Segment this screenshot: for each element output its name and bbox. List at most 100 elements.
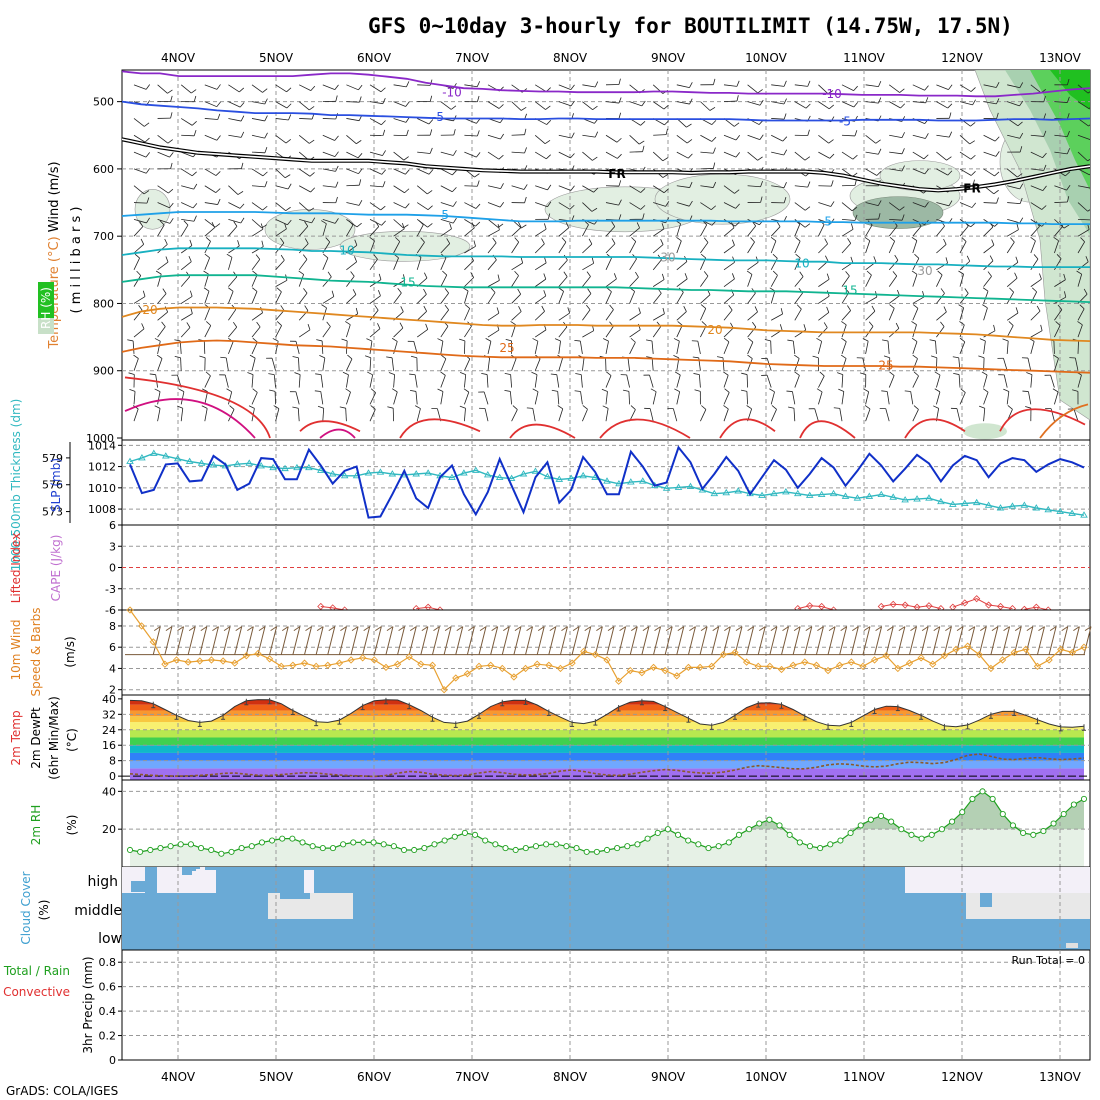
rh-point (147, 846, 154, 854)
wind-barb-flag (823, 322, 828, 328)
thickness-point (1008, 502, 1017, 509)
wind-barb-flag (341, 338, 348, 342)
wind-barb-flag (964, 288, 969, 294)
wind-barb-flag (327, 271, 332, 278)
wind-barb-flag (1010, 237, 1015, 243)
wind-barb-flag (899, 206, 905, 211)
wind-barb-flag (499, 201, 505, 208)
wind-barb-flag (1003, 626, 1010, 632)
date-label-bottom: 5NOV (259, 1070, 294, 1084)
wind-barb-flag (450, 105, 457, 110)
rh-point (279, 835, 286, 842)
wind-barb-flag (547, 213, 551, 220)
slp-tick-label: 1014 (88, 439, 116, 452)
wind-barb (771, 313, 783, 321)
wind-barb (275, 118, 289, 121)
wind-barb (1002, 626, 1011, 655)
rh-point (461, 829, 468, 837)
wind-barb (1077, 101, 1090, 110)
wind-barb-flag (192, 203, 198, 209)
wind-barb (487, 151, 500, 160)
wind-barb (839, 408, 843, 422)
wind-barb (322, 357, 326, 371)
rh-point (614, 845, 621, 852)
rh-2m-title: 2m RH (29, 805, 43, 846)
wind-barb-flag (500, 183, 504, 189)
wind-barb-flag (692, 356, 699, 359)
wind-barb-flag (877, 200, 882, 206)
thickness-point (531, 467, 540, 474)
wind-speed-point (521, 664, 530, 673)
thickness-point (1068, 509, 1076, 516)
wind-barb-flag (161, 321, 166, 327)
wind-barb-flag (139, 221, 144, 227)
wind-barb-flag (404, 188, 410, 194)
wind-barb-flag (359, 96, 362, 103)
wind-barb (746, 626, 755, 655)
wind-barb (204, 134, 217, 141)
wind-barb-flag (853, 102, 858, 108)
wind-barb (534, 391, 539, 405)
wind-barb-flag (723, 405, 729, 410)
wind-barb-flag (154, 338, 161, 342)
wind-barb (440, 257, 447, 270)
thickness-point (782, 488, 790, 495)
wind-barb (558, 291, 564, 304)
wind-barb (885, 626, 894, 655)
wind-barb (841, 228, 854, 237)
wind-barb-flag (770, 626, 778, 632)
wind-barb-flag (146, 197, 150, 204)
wind-barb-flag (237, 240, 240, 247)
wind-barb-flag (952, 356, 959, 359)
wind-barb (487, 280, 500, 287)
wind-barb-flag (191, 89, 197, 94)
wind-barb (771, 84, 785, 87)
thickness-point (972, 498, 981, 506)
wind-barb (558, 340, 561, 354)
lifted-index-line (416, 606, 441, 611)
wind-barb (723, 202, 736, 209)
wind-barb (889, 218, 903, 221)
wind-barb (818, 341, 823, 355)
wind-barb-flag (866, 270, 872, 276)
wind-barb-flag (799, 271, 804, 277)
thickness-point (996, 504, 1005, 511)
wind-barb-flag (1043, 164, 1047, 171)
wind-barb (322, 185, 336, 188)
wind-barb (936, 311, 947, 321)
wind-barb-flag (345, 321, 351, 326)
wind-barb (133, 151, 147, 158)
wind-barb (629, 312, 641, 321)
wind-barb-flag (759, 134, 764, 140)
wind-barb (417, 84, 431, 86)
wind-speed-point (207, 656, 216, 664)
wind-barb-flag (948, 131, 953, 138)
rh-shade-patch (134, 188, 171, 230)
wind-speed-point (498, 664, 506, 673)
temp-tick-label: 16 (102, 739, 116, 752)
wind-barb (157, 261, 169, 271)
wind-barb (298, 374, 301, 388)
rh-area-fill (130, 791, 1084, 867)
precip-tick-label: 0.2 (99, 1030, 117, 1043)
wind-barb (487, 219, 499, 228)
wind-barb (1030, 291, 1038, 304)
wind-barb-flag (382, 129, 386, 136)
lifted-index-point (818, 602, 826, 611)
wind-barb (275, 84, 287, 93)
rh-point (786, 831, 793, 838)
wind-barb (1077, 168, 1090, 176)
wind-barb (850, 626, 859, 655)
cloud-cover-panel: high middle low Cloud Cover (%) (19, 866, 1091, 951)
wind-barb (176, 626, 185, 655)
wind-barb (841, 134, 856, 137)
wind-barb-flag (459, 338, 466, 342)
wind-barb (298, 243, 309, 254)
wind-barb (180, 408, 184, 422)
pressure-tick-label: 700 (93, 230, 114, 243)
slp-tick-label: 1010 (88, 482, 116, 495)
wind-barb-flag (838, 388, 844, 392)
wind-barb-flag (630, 405, 636, 410)
wind-barb (558, 358, 563, 371)
